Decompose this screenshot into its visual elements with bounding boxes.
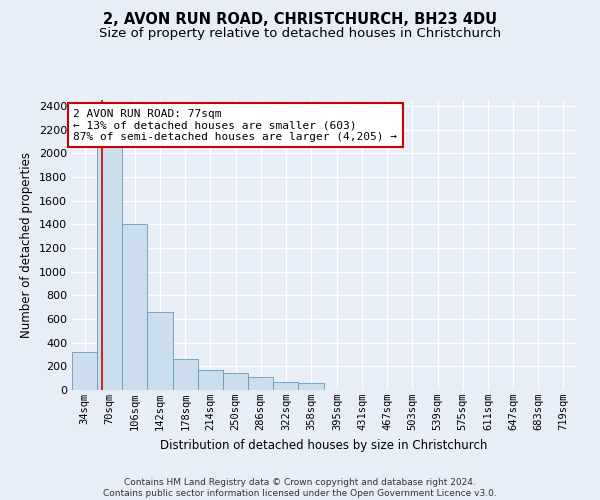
Bar [72,352,97,390]
X-axis label: Distribution of detached houses by size in Christchurch: Distribution of detached houses by size … [160,438,488,452]
Bar [274,382,298,390]
Bar [248,377,274,390]
Text: Size of property relative to detached houses in Christchurch: Size of property relative to detached ho… [99,28,501,40]
Text: 2 AVON RUN ROAD: 77sqm
← 13% of detached houses are smaller (603)
87% of semi-de: 2 AVON RUN ROAD: 77sqm ← 13% of detached… [73,108,397,142]
Bar [122,224,148,390]
Bar [148,312,173,390]
Bar [298,384,323,390]
Text: 2, AVON RUN ROAD, CHRISTCHURCH, BH23 4DU: 2, AVON RUN ROAD, CHRISTCHURCH, BH23 4DU [103,12,497,28]
Bar [223,374,248,390]
Bar [173,359,198,390]
Y-axis label: Number of detached properties: Number of detached properties [20,152,34,338]
Bar [198,370,223,390]
Bar [97,136,122,390]
Text: Contains HM Land Registry data © Crown copyright and database right 2024.
Contai: Contains HM Land Registry data © Crown c… [103,478,497,498]
